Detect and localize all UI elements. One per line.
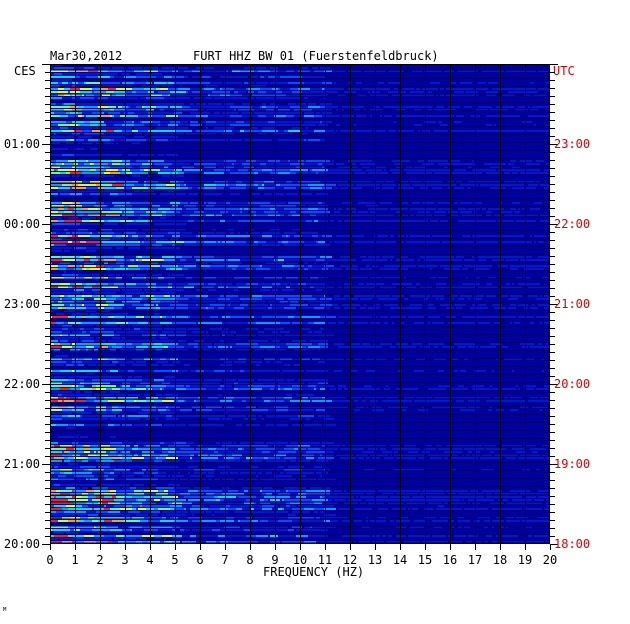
vertical-gridlines bbox=[75, 64, 526, 544]
x-tick-label: 7 bbox=[221, 553, 228, 567]
left-time-ticks: 01:00 00:00 23:00 22:00 21:00 20:00 bbox=[4, 64, 50, 551]
spectrogram-energy bbox=[50, 64, 550, 543]
x-tick-label: 2 bbox=[96, 553, 103, 567]
corner-mark: ᴹ bbox=[2, 607, 8, 617]
right-hour-label: 19:00 bbox=[554, 457, 590, 471]
x-tick-label: 16 bbox=[443, 553, 457, 567]
axes bbox=[50, 64, 550, 544]
x-tick-label: 10 bbox=[293, 553, 307, 567]
x-tick-label: 8 bbox=[246, 553, 253, 567]
right-hour-label: 21:00 bbox=[554, 297, 590, 311]
date-label: Mar30,2012 bbox=[50, 49, 123, 63]
x-tick-label: 11 bbox=[318, 553, 332, 567]
x-tick-label: 13 bbox=[368, 553, 382, 567]
right-time-ticks: 23:00 22:00 21:00 20:00 19:00 18:00 bbox=[550, 64, 590, 551]
left-hour-label: 20:00 bbox=[4, 537, 40, 551]
x-tick-label: 3 bbox=[121, 553, 128, 567]
left-timezone-label: CES bbox=[14, 64, 36, 78]
x-tick-label: 14 bbox=[393, 553, 407, 567]
plot-frame bbox=[50, 64, 550, 544]
x-axis-label: FREQUENCY (HZ) bbox=[263, 565, 365, 579]
right-hour-label: 20:00 bbox=[554, 377, 590, 391]
x-tick-label: 17 bbox=[468, 553, 482, 567]
right-hour-label: 22:00 bbox=[554, 217, 590, 231]
chart-title: FURT HHZ BW 01 (Fuerstenfeldbruck) bbox=[193, 49, 439, 63]
right-hour-label: 23:00 bbox=[554, 137, 590, 151]
x-tick-label: 20 bbox=[543, 553, 557, 567]
left-hour-label: 00:00 bbox=[4, 217, 40, 231]
left-hour-label: 01:00 bbox=[4, 137, 40, 151]
x-tick-label: 6 bbox=[196, 553, 203, 567]
x-tick-label: 15 bbox=[418, 553, 432, 567]
right-timezone-label: UTC bbox=[553, 64, 575, 78]
left-hour-label: 23:00 bbox=[4, 297, 40, 311]
x-tick-label: 12 bbox=[343, 553, 357, 567]
x-tick-label: 9 bbox=[271, 553, 278, 567]
x-tick-label: 4 bbox=[146, 553, 153, 567]
x-tick-label: 18 bbox=[493, 553, 507, 567]
left-hour-label: 21:00 bbox=[4, 457, 40, 471]
x-axis-ticks: 0 1 2 3 4 5 6 7 8 9 10 11 12 13 14 15 16 17 18 19 20 bbox=[46, 544, 557, 567]
x-tick-label: 19 bbox=[518, 553, 532, 567]
x-tick-label: 0 bbox=[46, 553, 53, 567]
x-tick-label: 5 bbox=[171, 553, 178, 567]
left-hour-label: 22:00 bbox=[4, 377, 40, 391]
right-hour-label: 18:00 bbox=[554, 537, 590, 551]
x-tick-label: 1 bbox=[71, 553, 78, 567]
